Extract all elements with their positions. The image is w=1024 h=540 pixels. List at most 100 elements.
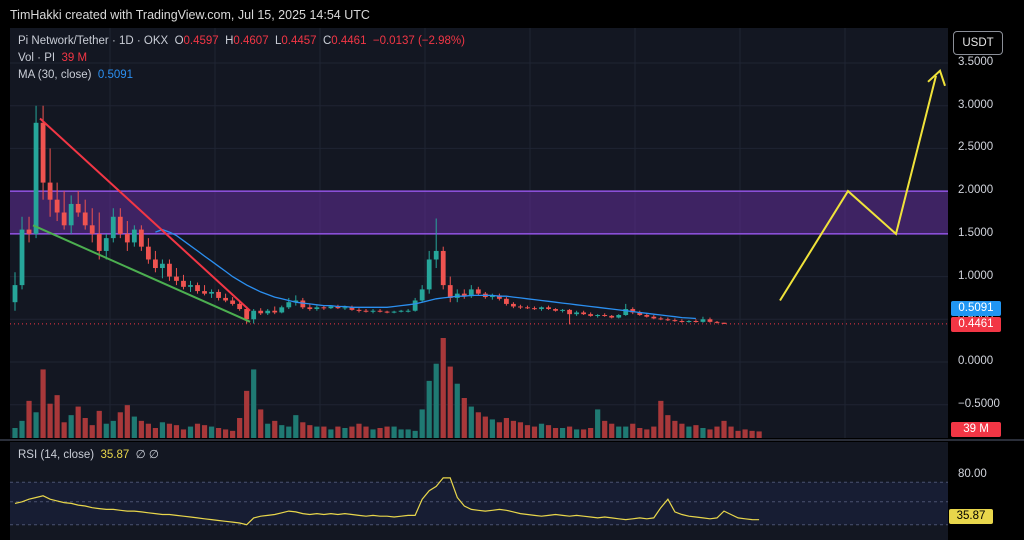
candle-body [433, 250, 439, 260]
volume-bar [314, 426, 320, 438]
close-price-badge: 0.4461 [951, 317, 1001, 332]
candle-body [391, 311, 397, 313]
volume-bar [187, 426, 194, 438]
candle-body [47, 182, 53, 200]
volume-bar [651, 426, 657, 438]
volume-bar [630, 423, 636, 438]
volume-bar [412, 430, 418, 438]
ma-label: MA (30, close) [18, 69, 92, 81]
candle-body [539, 307, 544, 310]
rsi-value-badge: 35.87 [949, 509, 993, 524]
candle-body [33, 122, 39, 234]
volume-bar [258, 409, 264, 438]
candle-body [216, 291, 221, 298]
candle-body [75, 203, 81, 213]
volume-label: Vol · PI [18, 52, 56, 64]
volume-bar [440, 338, 446, 438]
rsi-axis-label: 80.00 [958, 468, 987, 480]
candle-body [103, 238, 109, 251]
candle-body [138, 229, 144, 247]
candle-body [686, 320, 692, 322]
candle-body [188, 285, 193, 287]
volume-bar [237, 418, 243, 438]
candle-body [19, 229, 25, 286]
currency-button[interactable]: USDT [953, 31, 1003, 55]
candle-body [658, 318, 664, 320]
candle-body [567, 309, 572, 315]
volume-bar [138, 420, 144, 438]
candle-body [419, 289, 425, 301]
candle-body [307, 307, 313, 310]
volume-bar [223, 429, 229, 438]
volume-bar [686, 426, 692, 438]
candle-body [328, 306, 334, 309]
volume-bar [251, 369, 257, 438]
candle-body [553, 309, 558, 311]
volume-bar [335, 426, 341, 438]
rsi-legend: RSI (14, close) 35.87 ∅ ∅ [18, 447, 159, 461]
candle-body [272, 310, 278, 313]
low-label: L [275, 35, 282, 47]
candle-body [258, 310, 264, 314]
volume-bar [398, 429, 404, 438]
volume-bar [426, 380, 432, 438]
volume-bar [201, 425, 208, 438]
volume-bar [405, 429, 411, 438]
candle-body [145, 246, 151, 260]
price-tick-label: 3.0000 [958, 98, 994, 111]
candle-body [595, 315, 601, 317]
price-tick-label: 1.0000 [958, 269, 994, 282]
watermark-header: TimHakki created with TradingView.com, J… [10, 8, 370, 22]
volume-bar [531, 426, 538, 438]
candle-body [279, 307, 285, 313]
volume-bar [468, 406, 474, 438]
price-tick-label: 0.0000 [958, 355, 994, 367]
candle-body [581, 312, 587, 315]
volume-bar [54, 395, 60, 438]
volume-bar [26, 400, 32, 438]
volume-bar [47, 403, 53, 438]
falling-wedge-upper-line [39, 117, 251, 312]
candle-body [609, 315, 615, 318]
volume-bar [152, 428, 158, 438]
price-tick-label: 2.0000 [958, 184, 994, 197]
volume-bar [623, 426, 629, 438]
volume-bar [12, 428, 18, 438]
candle-body [504, 298, 509, 304]
volume-bar [124, 405, 130, 438]
candle-body [679, 320, 685, 322]
volume-bar [321, 426, 327, 438]
volume-bar [588, 428, 594, 438]
close-value: 0.4461 [331, 35, 367, 47]
volume-bar [595, 409, 601, 438]
low-value: 0.4457 [281, 35, 317, 47]
candle-body [560, 309, 565, 311]
rsi-band [10, 482, 948, 525]
candle-body [195, 285, 200, 292]
volume-bar [693, 425, 699, 438]
volume-bar [524, 425, 531, 438]
volume-bar [510, 420, 517, 438]
volume-bar [307, 425, 313, 438]
volume-bar [447, 366, 453, 438]
candle-body [672, 320, 678, 322]
open-value: 0.4597 [183, 35, 219, 47]
volume-bar [454, 383, 460, 438]
candle-body [244, 309, 250, 320]
ma-price-badge: 0.5091 [951, 301, 1001, 316]
symbol-legend: Pi Network/Tether · 1D · OKX O0.4597 H0.… [18, 35, 465, 47]
candle-body [82, 212, 88, 226]
volume-bar [672, 420, 678, 438]
candle-body [335, 306, 341, 309]
symbol-name: Pi Network/Tether · 1D · OKX [18, 35, 169, 47]
volume-bar [82, 418, 88, 438]
candle-body [461, 293, 467, 297]
volume-bar [328, 429, 334, 438]
resistance-zone [10, 191, 948, 234]
candle-body [546, 307, 551, 310]
candle-body [40, 122, 46, 183]
volume-bar [679, 423, 685, 438]
volume-bar [602, 420, 608, 438]
candle-body [616, 315, 622, 318]
